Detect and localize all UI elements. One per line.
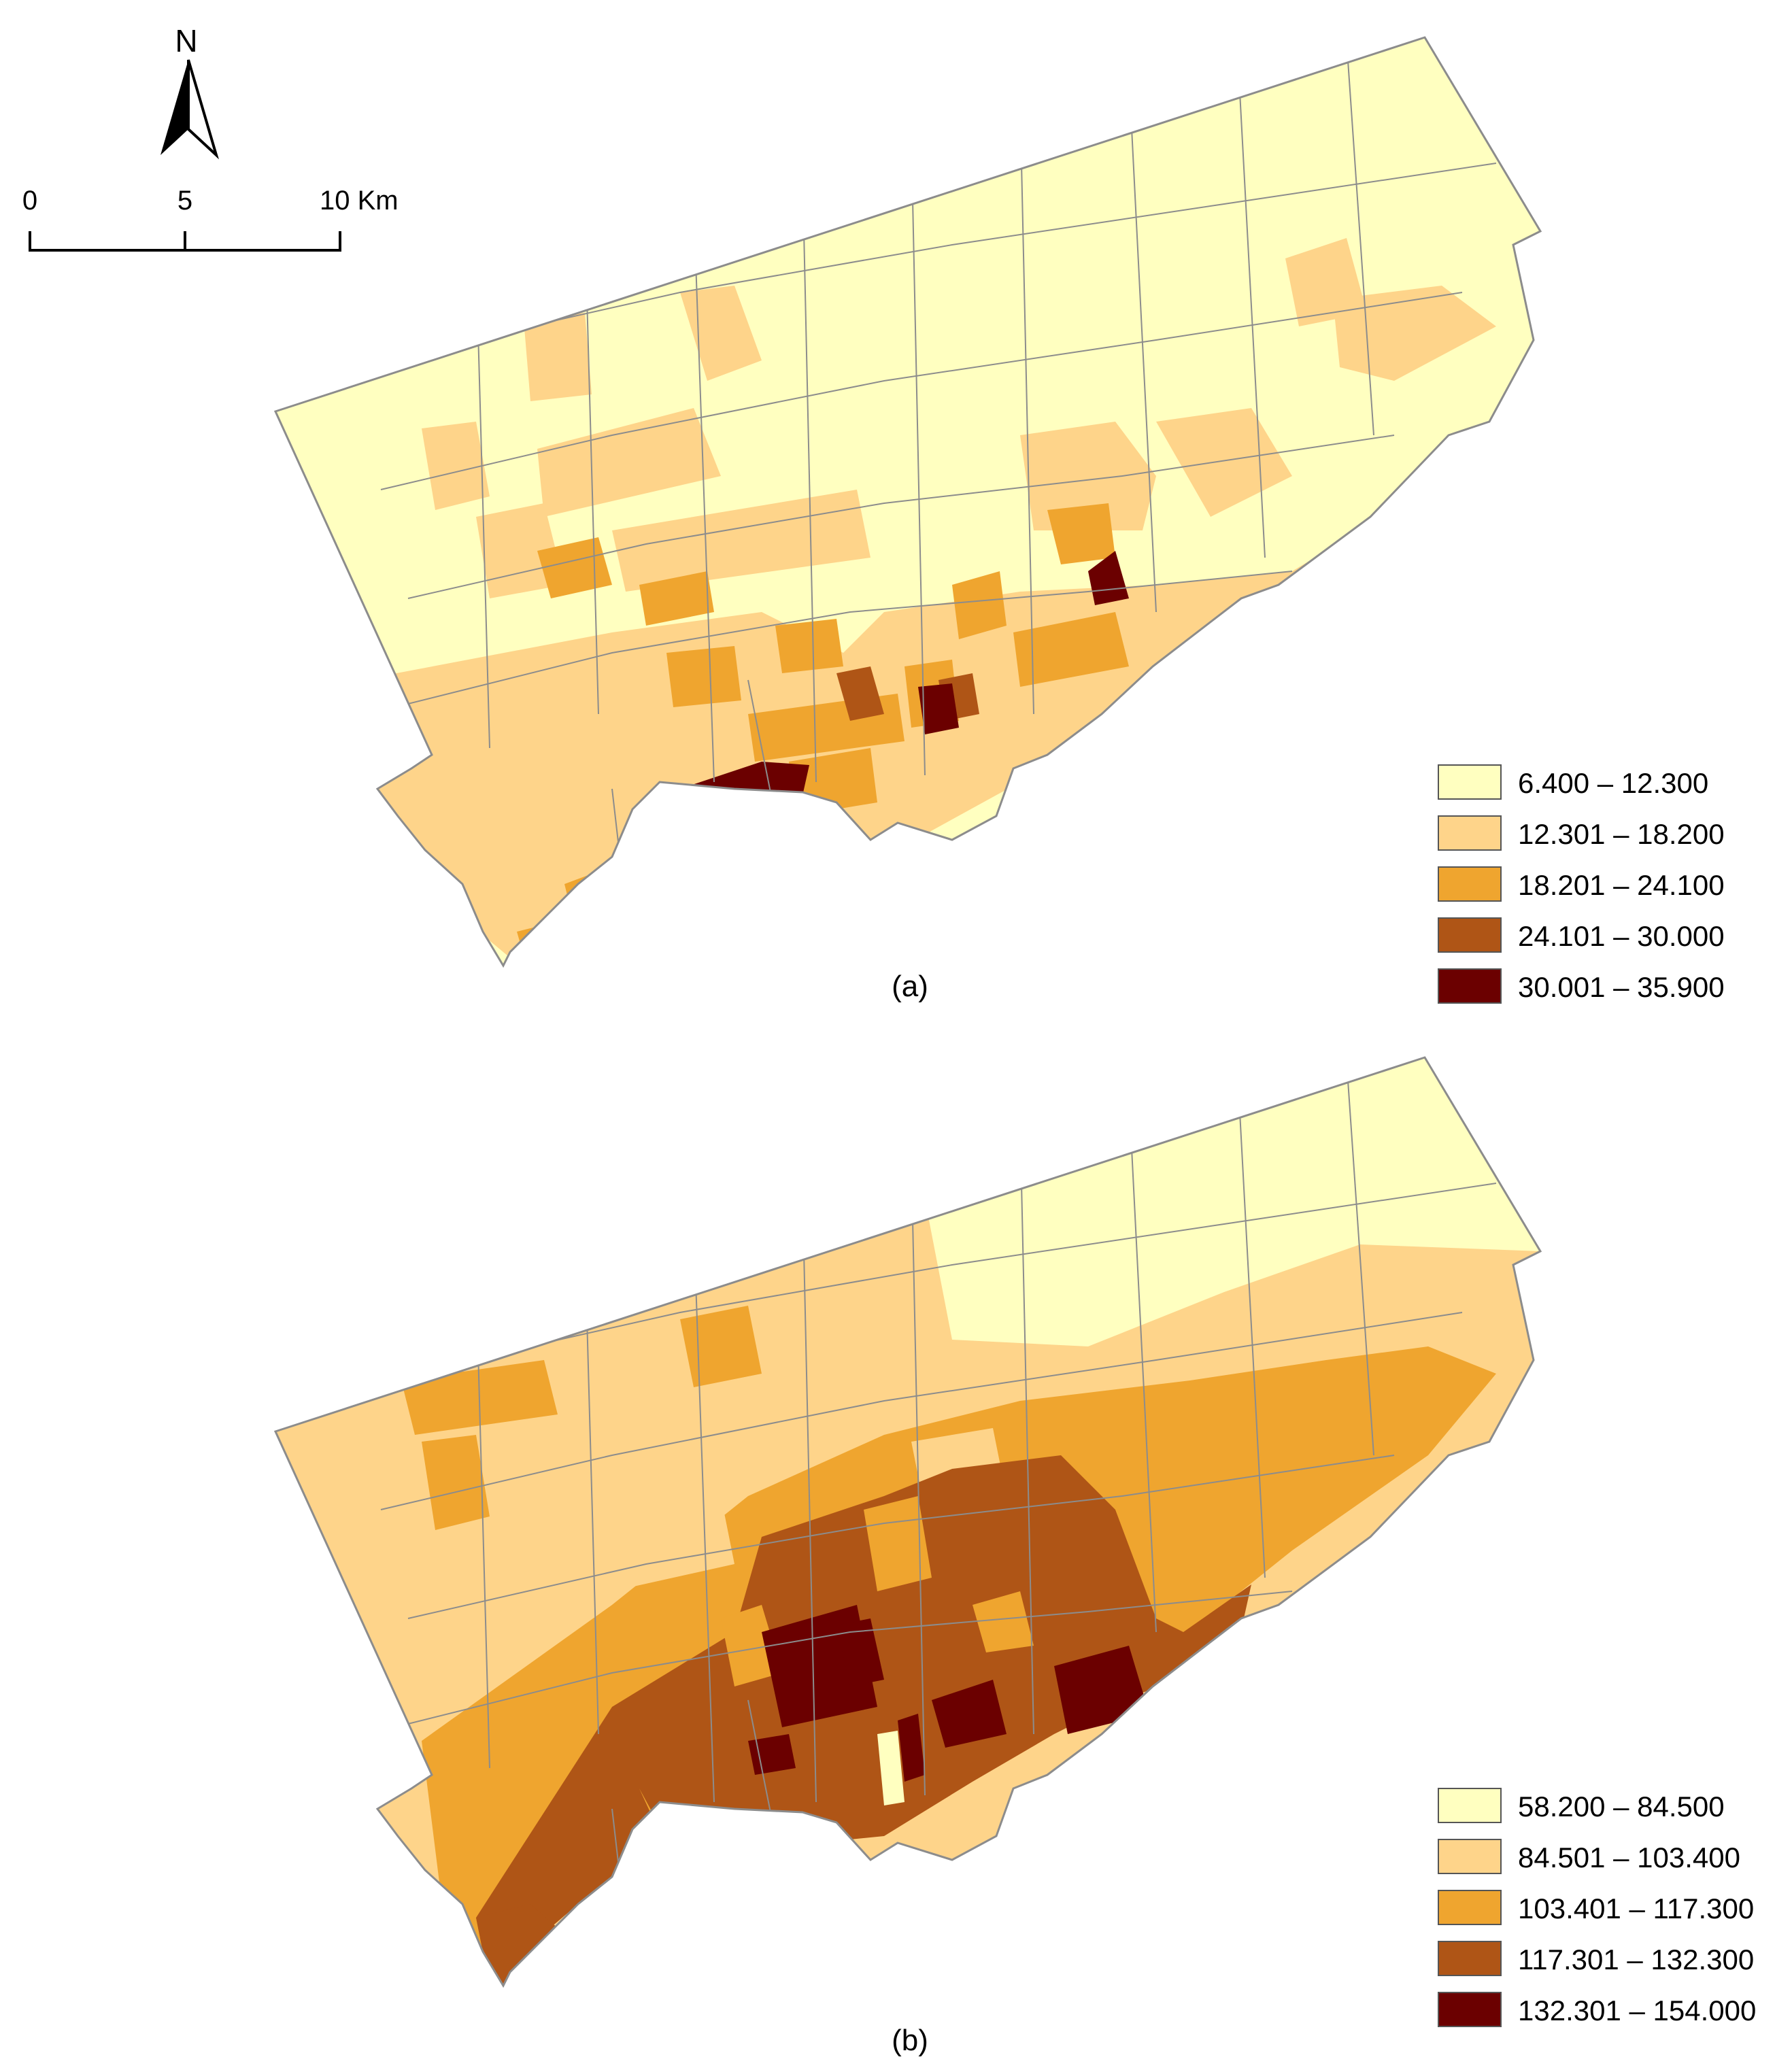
north-arrow-right-half: [187, 59, 219, 160]
region-a-west-2: [680, 286, 762, 381]
legend-a-swatch-4: [1438, 917, 1502, 953]
region-a-west-1: [524, 313, 592, 401]
scale-tick-0: 0: [22, 186, 37, 216]
region-a-central-4: [775, 619, 843, 673]
north-label: N: [175, 23, 197, 58]
legend-b-label-2: 84.501 – 103.400: [1518, 1842, 1740, 1873]
panel-b-caption: (b): [892, 2024, 928, 2057]
legend-a-label-2: 12.301 – 18.200: [1518, 818, 1725, 850]
panel-a-caption: (a): [892, 970, 928, 1003]
legend-a-swatch-1: [1438, 764, 1502, 800]
legend-a: 6.400 – 12.300 12.301 – 18.200 18.201 – …: [1438, 764, 1725, 1004]
north-arrow-left-half: [160, 60, 188, 155]
region-b-dark-6: [898, 1714, 925, 1782]
legend-b-label-4: 117.301 – 132.300: [1518, 1944, 1754, 1975]
legend-b-label-5: 132.301 – 154.000: [1518, 1995, 1756, 2026]
region-a-east-7: [1088, 551, 1129, 605]
legend-a-label-5: 30.001 – 35.900: [1518, 971, 1725, 1003]
region-a-west-3: [422, 422, 490, 510]
legend-b-swatch-5: [1438, 1992, 1502, 2027]
legend-b-swatch-1: [1438, 1788, 1502, 1823]
region-a-east-1: [1020, 422, 1156, 530]
legend-b-label-3: 103.401 – 117.300: [1518, 1893, 1754, 1924]
legend-b-swatch-4: [1438, 1941, 1502, 1976]
legend-b-swatch-3: [1438, 1890, 1502, 1925]
map-panel-a: (a): [274, 36, 1542, 1003]
region-a-central-9: [918, 683, 959, 734]
region-boundaries-a: [380, 40, 1497, 966]
scale-tick-10: 10 Km: [320, 186, 399, 216]
region-a-west-4: [537, 408, 721, 517]
region-a-central-2: [639, 571, 714, 626]
scale-tick-5: 5: [177, 186, 192, 216]
legend-a-swatch-2: [1438, 815, 1502, 851]
legend-a-label-4: 24.101 – 30.000: [1518, 920, 1725, 952]
legend-b: 58.200 – 84.500 84.501 – 103.400 103.401…: [1438, 1788, 1756, 2027]
region-a-northeast-2: [1333, 286, 1496, 381]
region-a-east-5: [1047, 503, 1115, 564]
scale-bar: 0 5 10 Km: [22, 186, 399, 252]
region-b-core: [476, 1455, 1251, 1986]
legend-a-label-1: 6.400 – 12.300: [1518, 767, 1708, 799]
legend-b-swatch-2: [1438, 1839, 1502, 1874]
region-a-east-4: [1013, 612, 1129, 687]
region-a-central-7: [836, 666, 884, 721]
map-panel-b: (b): [274, 1056, 1542, 2057]
region-a-central-1: [612, 490, 870, 592]
region-b-dark-5: [748, 1734, 796, 1775]
legend-a-swatch-5: [1438, 968, 1502, 1004]
region-a-east-3: [952, 571, 1007, 639]
region-boundaries-b: [380, 1060, 1497, 1986]
region-b-dark-3: [932, 1680, 1007, 1748]
region-b-northwest-3: [422, 1435, 490, 1530]
region-b-northwest-2: [680, 1306, 762, 1387]
region-b-inner-orange-2: [973, 1591, 1034, 1652]
legend-b-label-1: 58.200 – 84.500: [1518, 1791, 1725, 1822]
region-a-central-3: [666, 646, 741, 707]
region-b-inner-orange-3: [721, 1605, 782, 1686]
north-arrow: N: [160, 23, 219, 160]
region-a-west-5: [476, 503, 564, 598]
region-b-pale-strip: [877, 1731, 905, 1805]
legend-a-label-3: 18.201 – 24.100: [1518, 869, 1725, 901]
region-b-dark-2: [836, 1618, 884, 1686]
legend-a-swatch-3: [1438, 866, 1502, 902]
